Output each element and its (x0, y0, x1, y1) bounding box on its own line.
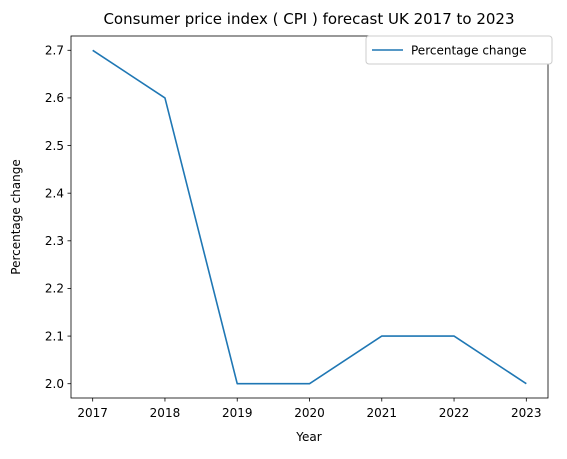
x-tick-label: 2021 (366, 406, 397, 420)
x-axis-ticks: 2017 2018 2019 2020 2021 2022 2023 (77, 398, 542, 420)
y-tick-label: 2.4 (45, 186, 64, 200)
y-axis-label: Percentage change (9, 159, 23, 274)
x-tick-label: 2022 (439, 406, 470, 420)
x-tick-label: 2019 (222, 406, 253, 420)
x-tick-label: 2023 (511, 406, 542, 420)
y-tick-label: 2.7 (45, 44, 64, 58)
legend: Percentage change (365, 35, 553, 65)
y-tick-label: 2.1 (45, 329, 64, 343)
series-line-0 (92, 49, 527, 385)
plot-frame (70, 35, 549, 399)
y-tick-label: 2.6 (45, 91, 64, 105)
x-tick-label: 2017 (77, 406, 108, 420)
y-tick-label: 2.3 (45, 234, 64, 248)
x-tick-label: 2020 (294, 406, 325, 420)
y-axis-ticks: 2.0 2.1 2.2 2.3 2.4 2.5 2.6 2.7 (45, 44, 71, 391)
y-tick-label: 2.5 (45, 139, 64, 153)
legend-box (365, 35, 553, 65)
x-tick-label: 2018 (150, 406, 181, 420)
series-layer (92, 49, 527, 385)
y-tick-label: 2.0 (45, 377, 64, 391)
y-tick-label: 2.2 (45, 282, 64, 296)
x-axis-label: Year (295, 430, 321, 444)
chart-title: Consumer price index ( CPI ) forecast UK… (103, 10, 514, 28)
legend-label: Percentage change (411, 44, 526, 58)
